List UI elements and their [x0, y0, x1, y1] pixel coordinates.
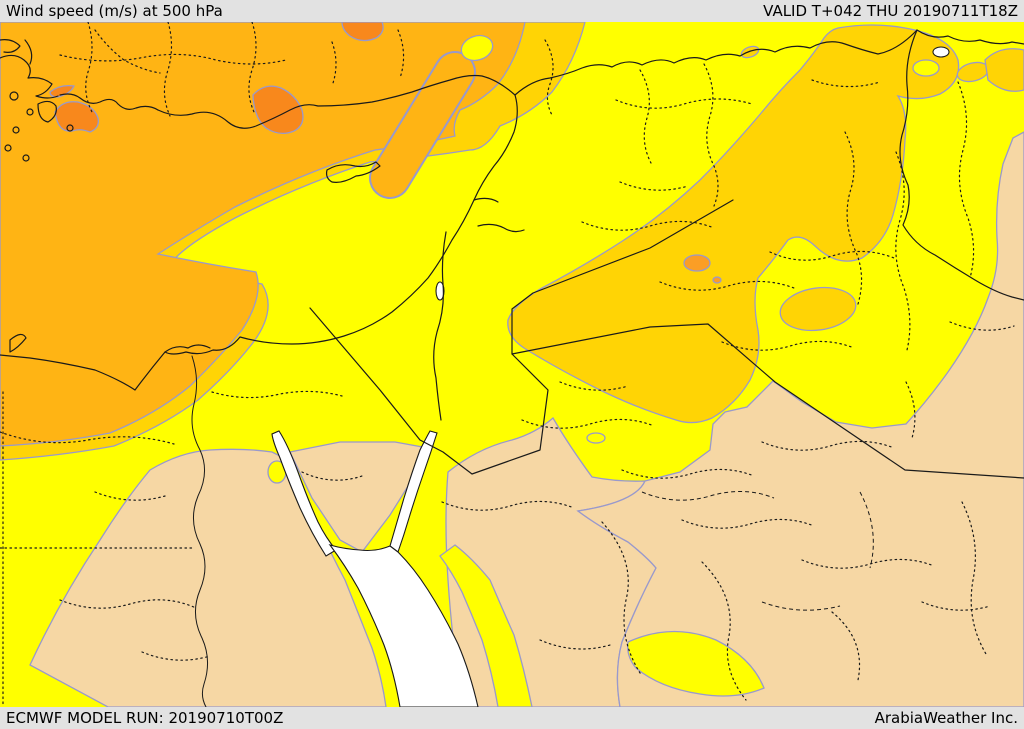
orange-spot: [712, 276, 722, 284]
coastline-border-layer: [0, 29, 1024, 708]
credit-label: ArabiaWeather Inc.: [874, 709, 1018, 727]
yellow-notch-south: [627, 630, 765, 697]
gold-blob: [779, 286, 857, 332]
model-run-label: ECMWF MODEL RUN: 20190710T00Z: [6, 709, 284, 727]
header-bar: Wind speed (m/s) at 500 hPa VALID T+042 …: [0, 0, 1024, 22]
map-title: Wind speed (m/s) at 500 hPa: [6, 2, 223, 20]
gold-blob-ne-corner: [984, 48, 1024, 92]
amber-capsule: [371, 53, 474, 197]
gulf-of-suez: [271, 430, 337, 557]
contour-fill-layer: [0, 21, 1024, 708]
admin-dashed-layer: [641, 490, 874, 611]
contour-band-dark-orange: [49, 21, 384, 135]
lake-van: [932, 46, 950, 58]
dead-sea: [435, 281, 445, 301]
yellow-hole: [912, 59, 940, 77]
contour-band-gold-east: [507, 24, 960, 424]
footer-bar: ECMWF MODEL RUN: 20190710T00Z ArabiaWeat…: [0, 707, 1024, 729]
valid-time-label: VALID T+042 THU 20190711T18Z: [763, 2, 1018, 20]
admin-dotted-layer: [0, 21, 1015, 705]
yellow-speck: [586, 432, 606, 444]
orange-spot: [683, 254, 711, 272]
contour-band-amber: [0, 21, 526, 447]
yellow-hole: [460, 34, 494, 62]
red-sea: [328, 544, 479, 708]
sea-regions: [271, 46, 950, 708]
